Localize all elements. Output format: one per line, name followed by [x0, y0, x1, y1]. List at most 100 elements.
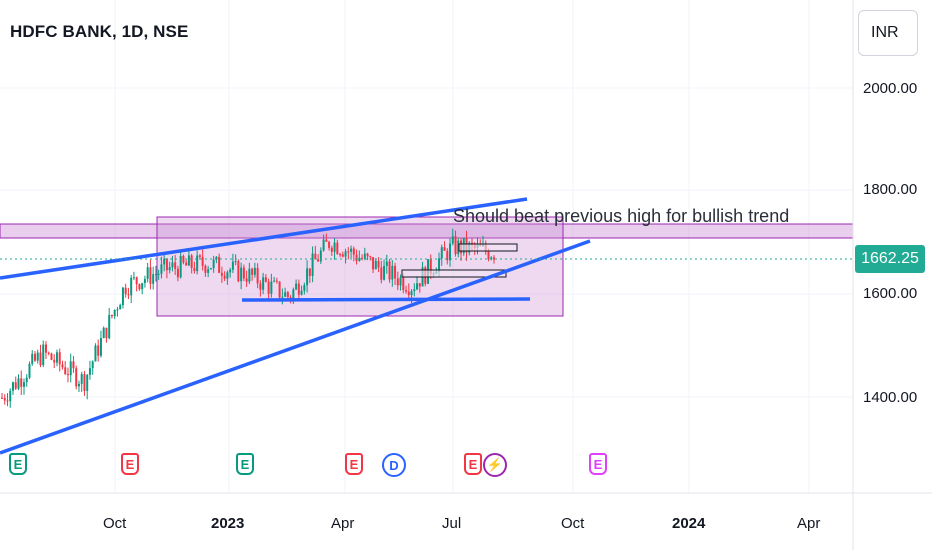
candle-body — [132, 277, 135, 279]
candle-body — [179, 255, 182, 278]
earnings-event-icon[interactable]: E — [345, 453, 363, 475]
candle-body — [237, 261, 240, 282]
candle-body — [91, 361, 94, 369]
candle-body — [58, 352, 61, 365]
candle-body — [14, 382, 17, 389]
candle-body — [77, 383, 80, 387]
candle-body — [336, 242, 339, 255]
candle-body — [322, 239, 325, 251]
support-line[interactable] — [241, 297, 531, 302]
candle-body — [229, 269, 232, 273]
candle-body — [286, 292, 289, 298]
candle-body — [39, 352, 42, 366]
candle-body — [146, 267, 149, 279]
candle-body — [86, 374, 89, 391]
candle-body — [20, 378, 23, 387]
candle-body — [369, 256, 372, 258]
candle-body — [306, 268, 309, 286]
earnings-event-icon[interactable]: E — [236, 453, 254, 475]
time-tick: Jul — [442, 515, 461, 532]
candle-body — [355, 254, 358, 261]
current-price-badge: 1662.25 — [855, 245, 925, 273]
candle-body — [185, 262, 188, 266]
text-annotation[interactable]: Should beat previous high for bullish tr… — [453, 206, 790, 226]
candle-body — [69, 361, 72, 376]
candle-body — [391, 265, 394, 280]
candle-body — [165, 258, 168, 271]
time-tick: 2024 — [672, 515, 706, 532]
candle-body — [31, 353, 34, 364]
lower-trendline[interactable] — [0, 239, 591, 455]
candle-body — [490, 257, 493, 260]
candle-body — [273, 280, 276, 282]
candle-body — [493, 257, 495, 260]
candle-body — [339, 254, 342, 256]
candle-body — [33, 353, 36, 361]
candle-body — [242, 267, 245, 279]
split-event-icon[interactable]: ⚡ — [483, 453, 507, 477]
time-tick: Apr — [331, 515, 354, 532]
candle-body — [231, 261, 234, 270]
candle-body — [413, 289, 416, 292]
candle-body — [94, 345, 97, 362]
small-range-box-2[interactable] — [401, 269, 507, 278]
upper-trendline[interactable] — [0, 197, 528, 280]
candle-body — [372, 257, 375, 270]
candle-body — [262, 277, 265, 290]
earnings-event-icon[interactable]: E — [464, 453, 482, 475]
candle-body — [36, 352, 39, 361]
candle-body — [407, 291, 410, 296]
candle-body — [347, 251, 350, 253]
candle-body — [317, 259, 320, 262]
candle-body — [446, 250, 449, 261]
candle-body — [168, 267, 171, 271]
candle-body — [223, 275, 226, 279]
candle-body — [451, 236, 454, 244]
time-tick: Apr — [797, 515, 820, 532]
candle-body — [352, 248, 355, 255]
candle-body — [251, 268, 254, 275]
small-range-box-1[interactable] — [458, 243, 518, 252]
currency-label: INR — [871, 24, 899, 41]
candle-body — [380, 267, 383, 280]
candle-body — [341, 254, 344, 257]
candle-body — [53, 359, 56, 363]
candle-body — [75, 368, 78, 387]
candle-body — [207, 269, 210, 273]
price-axis[interactable]: 2000.00 1800.00 1600.00 1400.00 — [863, 80, 917, 406]
candle-body — [487, 251, 490, 260]
candle-body — [226, 272, 229, 279]
candle-body — [449, 243, 452, 261]
candle-body — [212, 259, 215, 269]
time-axis[interactable]: Oct 2023 Apr Jul Oct 2024 Apr — [103, 515, 820, 532]
current-price-value: 1662.25 — [861, 250, 919, 267]
candle-body — [209, 268, 212, 270]
candle-body — [143, 278, 146, 284]
candle-body — [303, 285, 306, 291]
candle-body — [11, 382, 14, 391]
candle-body — [363, 253, 366, 259]
candle-body — [410, 291, 413, 296]
candle-body — [383, 265, 386, 280]
candle-body — [240, 267, 243, 282]
candle-body — [116, 309, 119, 311]
symbol-title[interactable]: HDFC BANK, 1D, NSE — [10, 22, 189, 41]
candle-body — [278, 281, 281, 298]
earnings-event-icon[interactable]: E — [589, 453, 607, 475]
candle-body — [457, 240, 460, 255]
time-tick: Oct — [561, 515, 585, 532]
dividend-event-icon[interactable]: D — [382, 453, 406, 477]
candle-body — [440, 247, 443, 259]
currency-selector[interactable]: INR — [858, 10, 918, 56]
earnings-event-icon[interactable]: E — [9, 453, 27, 475]
candle-body — [113, 309, 116, 317]
candle-body — [152, 274, 155, 284]
candle-body — [443, 247, 446, 251]
earnings-event-icon[interactable]: E — [121, 453, 139, 475]
candle-body — [66, 374, 69, 376]
candle-body — [25, 377, 28, 383]
candle-body — [429, 259, 432, 274]
candle-body — [190, 255, 193, 268]
candle-body — [275, 280, 278, 282]
